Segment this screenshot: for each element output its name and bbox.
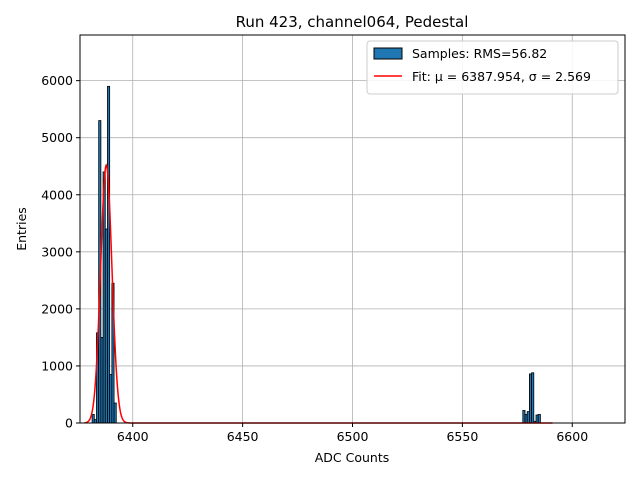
x-axis: 6400 6450 6500 6550 6600 <box>117 423 588 444</box>
y-axis: 0 1000 2000 3000 4000 5000 6000 <box>41 73 80 431</box>
x-axis-label: ADC Counts <box>315 450 390 465</box>
histogram-bar <box>113 402 117 424</box>
legend-bars-swatch <box>373 47 403 60</box>
x-tick-label: 6500 <box>337 429 369 444</box>
y-tick-label: 3000 <box>41 244 73 259</box>
legend-box <box>366 40 619 95</box>
legend-samples-label: Samples: RMS=56.82 <box>412 46 547 61</box>
y-axis-label: Entries <box>14 207 29 251</box>
plot-area <box>79 34 626 424</box>
x-tick-label: 6550 <box>446 429 478 444</box>
legend-fit-label: Fit: μ = 6387.954, σ = 2.569 <box>412 69 591 84</box>
y-tick-label: 1000 <box>41 358 73 373</box>
y-tick-label: 4000 <box>41 187 73 202</box>
x-tick-label: 6450 <box>227 429 259 444</box>
y-tick-label: 6000 <box>41 73 73 88</box>
chart-title: Run 423, channel064, Pedestal <box>236 13 469 31</box>
histogram-bar <box>107 85 111 424</box>
histogram-bar <box>537 414 541 424</box>
y-tick-label: 5000 <box>41 130 73 145</box>
legend: Samples: RMS=56.82 Fit: μ = 6387.954, σ … <box>366 40 619 95</box>
x-tick-label: 6600 <box>556 429 588 444</box>
grid <box>80 35 625 424</box>
y-tick-label: 2000 <box>41 301 73 316</box>
histogram-bar <box>531 372 535 424</box>
y-tick-label: 0 <box>65 416 73 431</box>
x-tick-label: 6400 <box>117 429 149 444</box>
